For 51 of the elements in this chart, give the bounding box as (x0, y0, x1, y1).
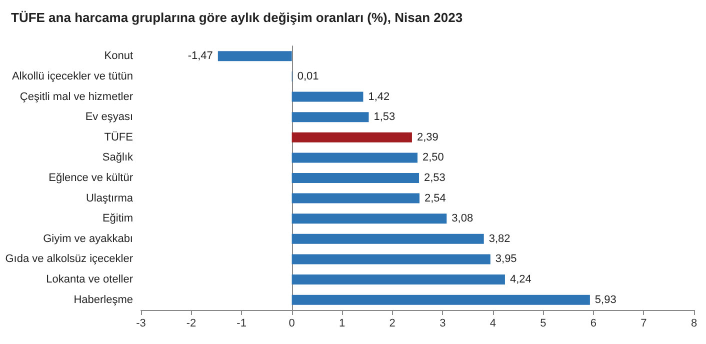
x-tick-label: 0 (288, 318, 295, 330)
y-tick-label: Haberleşme (74, 294, 133, 306)
bar (292, 294, 590, 305)
data-label: 2,39 (416, 131, 438, 144)
data-label: 3,08 (452, 212, 474, 225)
x-tick-label: 7 (640, 318, 647, 330)
bar (292, 254, 490, 264)
data-label: 2,53 (424, 172, 446, 184)
data-label: -1,47 (188, 50, 213, 62)
data-label: 1,42 (368, 90, 390, 103)
chart-title: TÜFE ana harcama gruplarına göre aylık değişim oranları (%), Nisan 2023 (11, 10, 463, 25)
y-tick-label: Eğlence ve kültür (48, 172, 134, 184)
y-tick-label: Sağlık (102, 152, 134, 164)
bar (292, 152, 418, 163)
x-tick-label: 3 (440, 318, 446, 330)
bar (292, 214, 447, 224)
x-tick-label: 8 (690, 318, 698, 330)
y-tick-label: TÜFE (104, 130, 133, 144)
x-tick-label: 5 (540, 318, 546, 330)
bar (292, 274, 505, 285)
bar (292, 132, 412, 142)
x-tick-label: -2 (186, 318, 196, 330)
bar (292, 173, 420, 183)
bar (292, 112, 369, 122)
x-tick-label: 6 (590, 318, 597, 330)
y-tick-label: Giyim ve ayakkabı (43, 232, 133, 245)
data-label: 5,93 (594, 294, 616, 306)
y-tick-label: Gıda ve alkolsüz içecekler (5, 253, 134, 266)
y-tick-label: Ev eşyası (85, 111, 133, 124)
data-label: 0,01 (297, 70, 319, 82)
data-label: 2,50 (422, 152, 444, 164)
x-tick-label: -3 (136, 318, 146, 330)
data-label: 4,24 (510, 274, 532, 286)
y-tick-label: Lokanta ve oteller (46, 274, 134, 286)
data-label: 3,82 (488, 232, 510, 245)
bar (218, 51, 292, 62)
x-tick-label: -1 (236, 318, 246, 330)
x-tick-label: 2 (389, 318, 396, 330)
data-label: 2,54 (424, 192, 446, 204)
data-label: 1,53 (374, 111, 396, 124)
y-tick-label: Konut (104, 50, 133, 62)
y-tick-label: Ulaştırma (86, 192, 134, 204)
y-tick-label: Alkollü içecekler ve tütün (12, 70, 133, 82)
bar (292, 234, 484, 244)
y-tick-label: Eğitim (102, 212, 133, 225)
bar (292, 193, 420, 204)
x-tick-label: 4 (490, 318, 496, 330)
x-tick-label: 1 (339, 318, 346, 330)
bar (292, 92, 364, 102)
data-label: 3,95 (495, 253, 517, 266)
y-tick-label: Çeşitli mal ve hizmetler (20, 90, 134, 103)
